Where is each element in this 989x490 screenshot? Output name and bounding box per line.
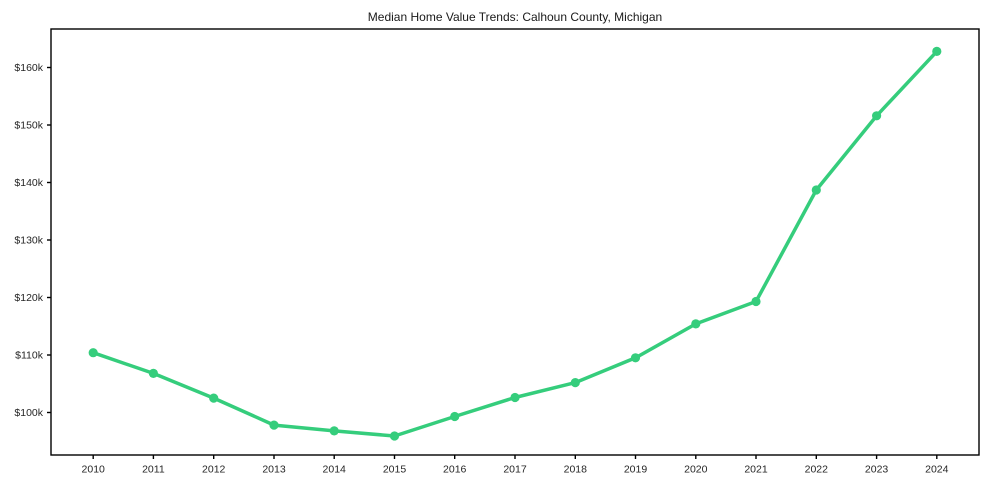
- x-tick-label: 2018: [564, 464, 588, 476]
- y-tick-label: $120k: [14, 292, 43, 304]
- data-point-marker: [751, 296, 761, 307]
- trend-line: [91, 49, 939, 438]
- x-tick-label: 2010: [82, 464, 106, 476]
- x-tick-label: 2023: [865, 464, 889, 476]
- data-point-marker: [872, 111, 882, 121]
- y-tick-label: $160k: [14, 62, 43, 74]
- y-tick-label: $100k: [14, 407, 43, 419]
- data-point-marker: [691, 319, 701, 329]
- data-series: [88, 46, 942, 441]
- x-tick-label: 2019: [624, 464, 648, 476]
- data-point-marker: [209, 393, 219, 403]
- data-point-marker: [148, 368, 158, 378]
- data-point-marker: [389, 431, 400, 441]
- y-tick-label: $140k: [14, 177, 43, 189]
- x-tick-label: 2013: [262, 464, 286, 476]
- x-tick-label: 2022: [805, 464, 829, 476]
- x-tick-label: 2012: [202, 464, 226, 476]
- data-point-marker: [269, 420, 279, 430]
- x-tick-label: 2011: [142, 464, 165, 476]
- data-point-marker: [630, 353, 641, 363]
- data-point-marker: [932, 46, 942, 57]
- x-tick-label: 2017: [503, 464, 527, 476]
- x-tick-label: 2015: [383, 464, 407, 476]
- chart-title: Median Home Value Trends: Calhoun County…: [368, 10, 662, 24]
- data-point-marker: [88, 348, 98, 358]
- y-tick-label: $130k: [14, 235, 43, 247]
- x-tick-label: 2024: [925, 464, 949, 476]
- y-axis: $100k $110k $120k $130k $140k $150k $160k: [14, 62, 51, 419]
- x-tick-label: 2016: [443, 464, 467, 476]
- data-point-marker: [450, 411, 460, 422]
- x-tick-label: 2014: [323, 464, 347, 476]
- data-point-marker: [329, 426, 339, 436]
- x-tick-label: 2021: [744, 464, 768, 476]
- y-tick-label: $110k: [15, 350, 44, 362]
- data-point-marker: [811, 185, 821, 195]
- x-tick-label: 2020: [684, 464, 708, 476]
- data-point-marker: [570, 378, 580, 388]
- plot-area-frame: [50, 28, 980, 456]
- y-tick-label: $150k: [14, 120, 43, 132]
- data-point-marker: [510, 392, 520, 403]
- x-axis: 2010 2011 2012 2013 2014 2015 2016 2017 2018 2019…: [82, 455, 949, 476]
